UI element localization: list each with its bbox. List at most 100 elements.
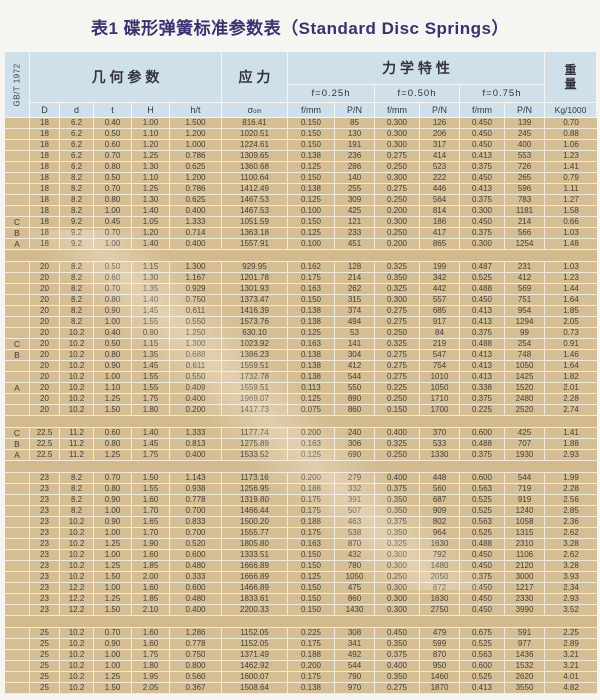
cell-H: 1.45	[132, 361, 170, 372]
cell-p75: 566	[505, 228, 545, 239]
cell-p75: 1520	[505, 383, 545, 394]
cell-H: 0.90	[132, 328, 170, 339]
cell-p25: 85	[335, 118, 375, 129]
cell-sigma: 1173.16	[222, 473, 288, 484]
cell-f25: 0.150	[288, 129, 335, 140]
cell-f75: 0.525	[460, 273, 505, 284]
cell-D: 20	[30, 383, 60, 394]
cell-weight: 3.28	[545, 539, 597, 550]
cell-p50: 523	[420, 162, 460, 173]
type-mark-cell	[5, 206, 30, 217]
cell-f50: 0.300	[375, 583, 420, 594]
cell-t: 0.80	[94, 195, 132, 206]
cell-p75: 1217	[505, 583, 545, 594]
cell-d: 9.2	[60, 239, 94, 250]
type-mark-cell	[5, 639, 30, 650]
cell-p75: 748	[505, 350, 545, 361]
cell-sigma: 816.41	[222, 118, 288, 129]
cell-p25: 475	[335, 583, 375, 594]
cell-D: 20	[30, 405, 60, 416]
cell-t: 0.80	[94, 295, 132, 306]
cell-f75: 0.450	[460, 594, 505, 605]
cell-d: 8.2	[60, 173, 94, 184]
cell-p50: 865	[420, 239, 460, 250]
cell-H: 2.10	[132, 605, 170, 616]
type-mark-cell	[5, 583, 30, 594]
title-bar: 表1 碟形弹簧标准参数表（Standard Disc Springs）	[0, 0, 600, 52]
table-row: 23 10.2 1.00 1.60 0.600 1333.51 0.150 43…	[5, 550, 597, 561]
cell-ht: 0.688	[170, 350, 222, 361]
cell-H: 1.40	[132, 295, 170, 306]
cell-d: 10.2	[60, 572, 94, 583]
type-mark-cell	[5, 184, 30, 195]
cell-p50: 84	[420, 328, 460, 339]
cell-H: 1.75	[132, 394, 170, 405]
cell-ht: 1.333	[170, 428, 222, 439]
cell-weight: 1.64	[545, 295, 597, 306]
cell-p25: 308	[335, 628, 375, 639]
cell-f75: 0.450	[460, 605, 505, 616]
cell-p50: 870	[420, 650, 460, 661]
cell-d: 8.2	[60, 317, 94, 328]
cell-f75: 0.375	[460, 572, 505, 583]
cell-sigma: 1416.39	[222, 306, 288, 317]
cell-t: 1.25	[94, 561, 132, 572]
cell-sigma: 1557.91	[222, 239, 288, 250]
cell-f50: 0.250	[375, 162, 420, 173]
cell-p50: 1050	[420, 383, 460, 394]
cell-ht: 0.700	[170, 506, 222, 517]
cell-ht: 0.714	[170, 228, 222, 239]
cell-f50: 0.250	[375, 394, 420, 405]
cell-weight: 1.82	[545, 372, 597, 383]
table-row: 23 8.2 1.00 1.70 0.700 1466.44 0.175 507…	[5, 506, 597, 517]
cell-p25: 550	[335, 383, 375, 394]
cell-f25: 0.150	[288, 173, 335, 184]
cell-H: 1.55	[132, 383, 170, 394]
table-row: 25 10.2 1.00 1.75 0.750 1371.49 0.188 49…	[5, 650, 597, 661]
cell-f75: 0.488	[460, 339, 505, 350]
cell-f75: 0.450	[460, 217, 505, 228]
table-row: C 18 9.2 0.45 1.05 1.333 1051.59 0.150 1…	[5, 217, 597, 228]
cell-p50: 557	[420, 295, 460, 306]
cell-f25: 0.163	[288, 339, 335, 350]
cell-d: 10.2	[60, 628, 94, 639]
cell-f50: 0.400	[375, 428, 420, 439]
cell-d: 10.2	[60, 517, 94, 528]
cell-sigma: 1275.89	[222, 439, 288, 450]
cell-f75: 0.600	[460, 428, 505, 439]
cell-H: 1.55	[132, 372, 170, 383]
cell-weight: 3.28	[545, 561, 597, 572]
col-header-f50: f/mm	[375, 103, 419, 117]
type-mark-cell	[5, 473, 30, 484]
cell-p75: 1181	[505, 206, 545, 217]
cell-H: 1.80	[132, 405, 170, 416]
cell-p75: 400	[505, 140, 545, 151]
cell-sigma: 929.95	[222, 262, 288, 273]
cell-p25: 538	[335, 528, 375, 539]
type-mark-cell	[5, 317, 30, 328]
cell-d: 11.2	[60, 439, 94, 450]
cell-weight: 2.85	[545, 506, 597, 517]
cell-t: 1.50	[94, 405, 132, 416]
type-mark-cell	[5, 594, 30, 605]
col-header-d: d	[60, 103, 93, 117]
cell-f25: 0.150	[288, 118, 335, 129]
cell-sigma: 1533.52	[222, 450, 288, 461]
cell-p25: 1430	[335, 605, 375, 616]
cell-weight: 1.85	[545, 306, 597, 317]
cell-sigma: 1467.53	[222, 195, 288, 206]
cell-ht: 0.938	[170, 484, 222, 495]
col-header-H: H	[132, 103, 169, 117]
cell-weight: 2.25	[545, 628, 597, 639]
cell-d: 8.2	[60, 495, 94, 506]
cell-f50: 0.275	[375, 306, 420, 317]
cell-f75: 0.413	[460, 361, 505, 372]
cell-f75: 0.225	[460, 405, 505, 416]
cell-weight: 1.64	[545, 361, 597, 372]
cell-f50: 0.350	[375, 639, 420, 650]
stress-group-header: 应 力	[222, 52, 287, 102]
table-row: 23 10.2 1.25 1.85 0.480 1666.89 0.150 78…	[5, 561, 597, 572]
weight-char-2: 量	[564, 77, 577, 91]
cell-f75: 0.600	[460, 661, 505, 672]
cell-p50: 2050	[420, 572, 460, 583]
